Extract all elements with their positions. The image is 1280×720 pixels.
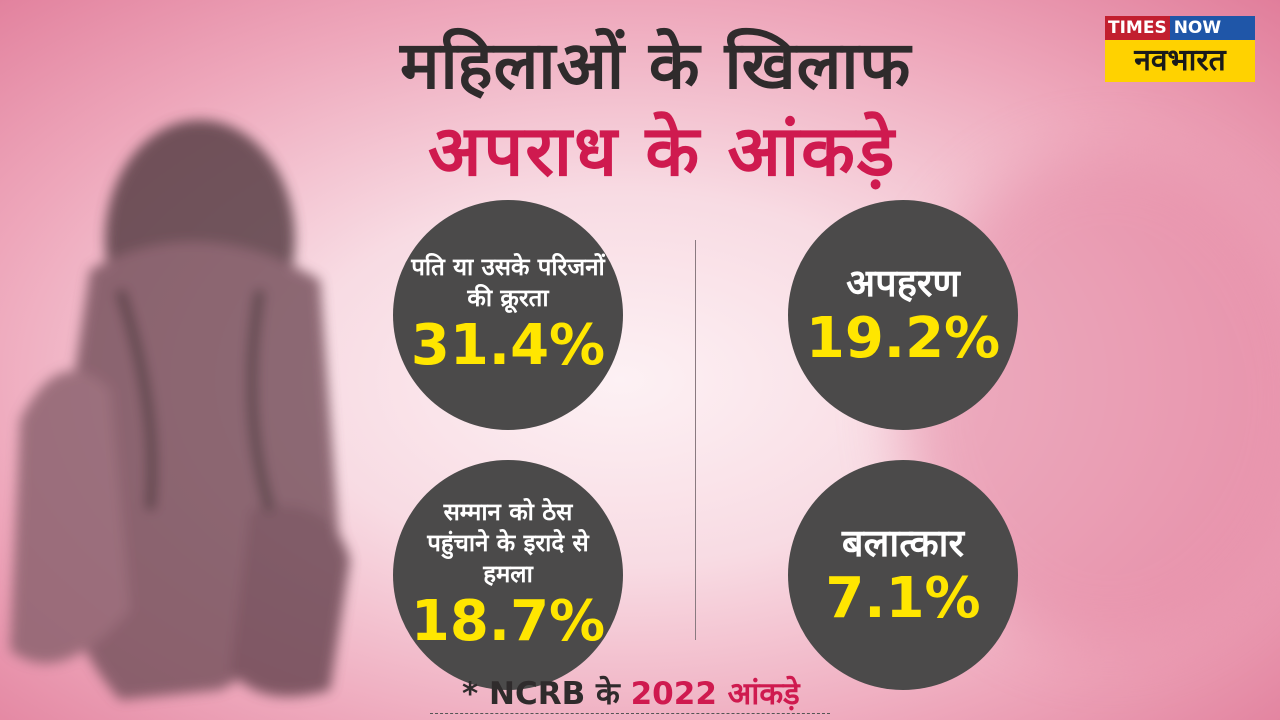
stat-label: पति या उसके परिजनों की क्रूरता [411, 253, 605, 312]
logo-times: TIMES [1105, 16, 1170, 40]
stat-assault: सम्मान को ठेस पहुंचाने के इरादे से हमला … [393, 460, 623, 690]
times-now-navbharat-logo: TIMES NOW नवभारत [1105, 16, 1255, 82]
title-line-1: महिलाओं के खिलाफ [400, 27, 912, 104]
logo-now: NOW [1169, 16, 1255, 40]
stat-kidnapping: अपहरण 19.2% [788, 200, 1018, 430]
stat-value: 7.1% [825, 566, 981, 631]
logo-navbharat: नवभारत [1105, 40, 1255, 82]
stat-rape: बलात्कार 7.1% [788, 460, 1018, 690]
stat-label: सम्मान को ठेस पहुंचाने के इरादे से हमला [427, 497, 589, 588]
stat-label: बलात्कार [841, 521, 965, 565]
title-line-2: अपराध के आंकड़े [428, 110, 897, 192]
stat-cruelty: पति या उसके परिजनों की क्रूरता 31.4% [393, 200, 623, 430]
stat-label: अपहरण [846, 261, 960, 305]
footnote-highlight: 2022 आंकड़े [630, 676, 800, 712]
stat-value: 18.7% [410, 588, 606, 654]
stat-value: 31.4% [410, 313, 606, 378]
column-divider [695, 240, 696, 640]
footnote-underline [430, 713, 830, 714]
footnote-prefix: * NCRB के [462, 676, 620, 712]
stat-value: 19.2% [805, 306, 1001, 371]
footnote: * NCRB के 2022 आंकड़े [462, 672, 800, 714]
woman-illustration [10, 120, 350, 701]
